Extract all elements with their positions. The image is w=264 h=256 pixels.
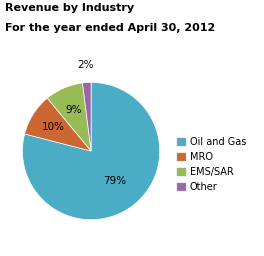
Text: Revenue by Industry: Revenue by Industry xyxy=(5,3,134,13)
Text: 79%: 79% xyxy=(103,176,126,186)
Wedge shape xyxy=(82,82,91,151)
Text: 9%: 9% xyxy=(65,105,82,115)
Text: 2%: 2% xyxy=(77,60,94,70)
Wedge shape xyxy=(22,82,160,220)
Wedge shape xyxy=(25,98,91,151)
Text: For the year ended April 30, 2012: For the year ended April 30, 2012 xyxy=(5,23,215,33)
Text: 10%: 10% xyxy=(42,122,65,132)
Wedge shape xyxy=(47,83,91,151)
Legend: Oil and Gas, MRO, EMS/SAR, Other: Oil and Gas, MRO, EMS/SAR, Other xyxy=(173,134,250,196)
